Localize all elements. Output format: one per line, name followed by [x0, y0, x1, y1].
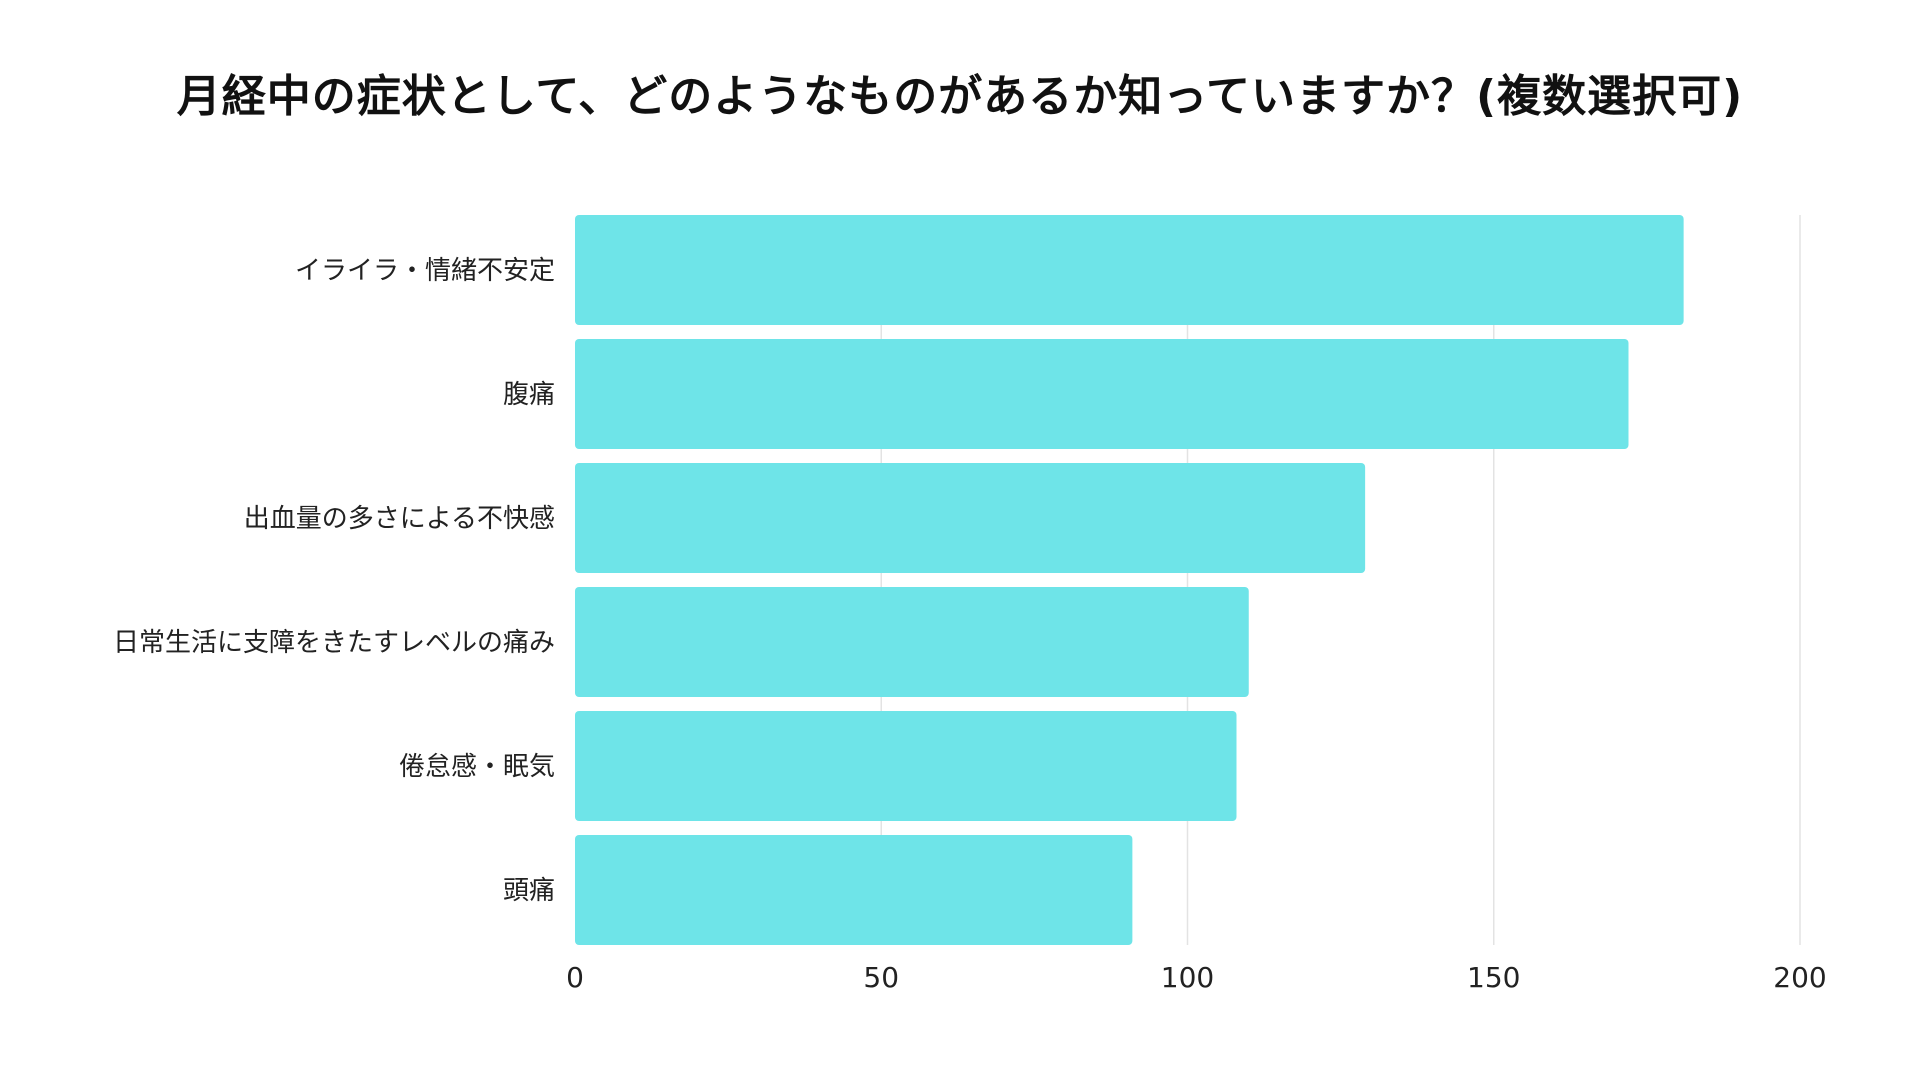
bar-2: [575, 339, 1629, 449]
category-label-6: 頭痛: [503, 876, 555, 906]
grid-lines: [880, 215, 1801, 945]
category-label-1: イライラ・情緒不安定: [295, 256, 555, 286]
bars: [575, 215, 1684, 945]
x-tick-label-150: 150: [1467, 961, 1520, 994]
category-label-5: 倦怠感・眠気: [399, 752, 555, 782]
x-tick-label-50: 50: [863, 961, 899, 994]
bar-5: [575, 711, 1237, 821]
bar-1: [575, 215, 1684, 325]
category-label-4: 日常生活に支障をきたすレベルの痛み: [113, 628, 555, 658]
bar-4: [575, 587, 1249, 697]
x-tick-label-0: 0: [566, 961, 584, 994]
x-axis-tick-labels: 0 50 100 150 200: [566, 961, 1827, 994]
bar-3: [575, 463, 1366, 573]
x-tick-label-200: 200: [1773, 961, 1826, 994]
bar-6: [575, 835, 1133, 945]
category-label-2: 腹痛: [503, 380, 555, 410]
x-tick-label-100: 100: [1161, 961, 1214, 994]
category-labels: イライラ・情緒不安定腹痛出血量の多さによる不快感日常生活に支障をきたすレベルの痛…: [113, 256, 555, 906]
chart-title: 月経中の症状として、どのようなものがあるか知っていますか？(複数選択可): [176, 71, 1744, 122]
category-label-3: 出血量の多さによる不快感: [244, 504, 555, 534]
